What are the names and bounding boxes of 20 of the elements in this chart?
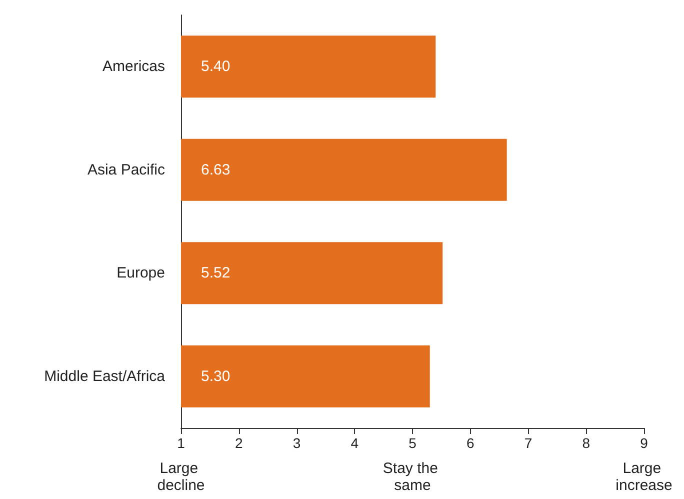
x-tick-label: 9 <box>640 435 648 451</box>
x-tick-label: 4 <box>350 435 359 451</box>
y-tick-label: Middle East/Africa <box>44 368 166 385</box>
x-tick-label: 3 <box>292 435 301 451</box>
x-tick-label: 1 <box>177 435 186 451</box>
text: Large increase <box>616 460 672 494</box>
data-label: 5.40 <box>201 58 230 76</box>
x-tick-label: 8 <box>582 435 590 451</box>
data-label: 6.63 <box>201 161 230 178</box>
text: Stay the same <box>382 460 442 494</box>
x-tick-label: 2 <box>234 435 243 451</box>
x-tick-label: 5 <box>408 435 417 451</box>
y-tick-label: Europe <box>116 264 165 282</box>
y-tick-label: Americas <box>102 58 165 76</box>
data-label: 5.30 <box>201 368 230 385</box>
text: Large decline <box>157 460 205 494</box>
x-tick-label: 7 <box>524 435 532 451</box>
x-tick-label: 6 <box>466 435 474 451</box>
y-tick-label: Asia Pacific <box>87 161 166 178</box>
data-label: 5.52 <box>201 264 230 282</box>
